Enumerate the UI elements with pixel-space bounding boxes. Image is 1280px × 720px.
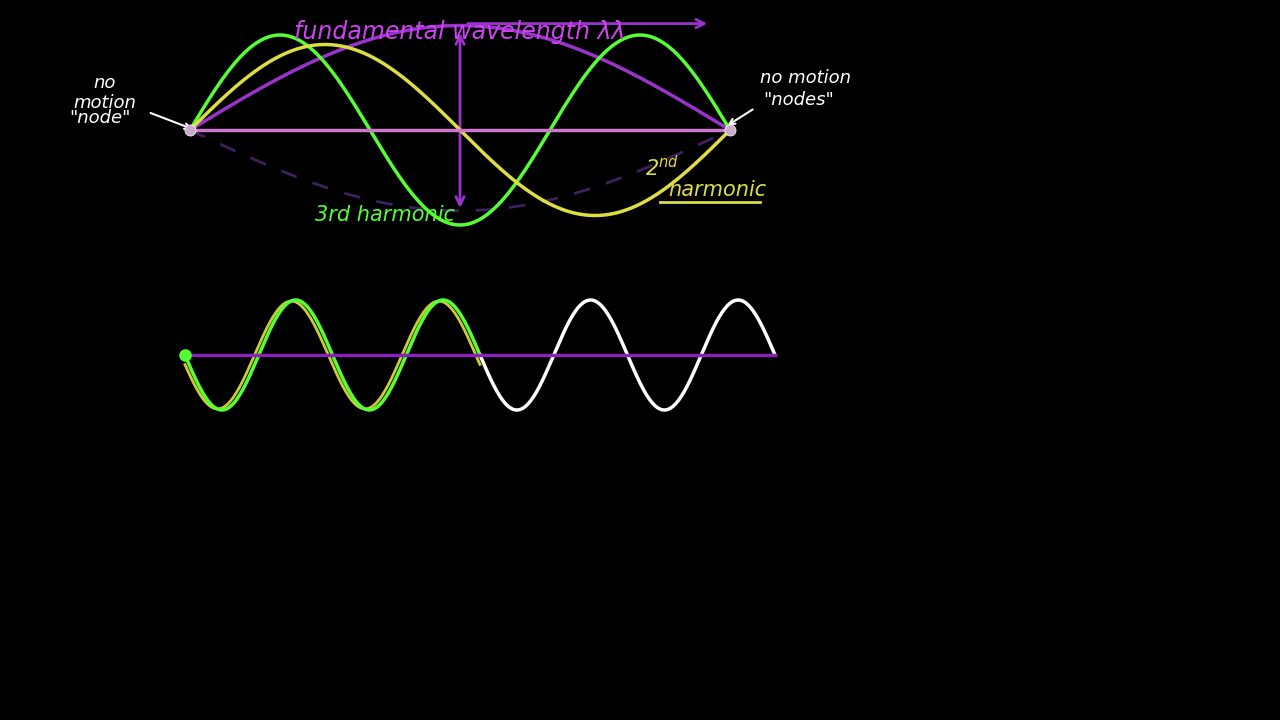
- Text: 2$^{nd}$: 2$^{nd}$: [645, 156, 680, 181]
- Text: fundamental wavelength λλ: fundamental wavelength λλ: [294, 20, 626, 44]
- Text: "node": "node": [69, 109, 131, 127]
- Text: no
motion: no motion: [73, 73, 137, 112]
- Text: harmonic: harmonic: [668, 180, 767, 200]
- Text: 3rd harmonic: 3rd harmonic: [315, 205, 454, 225]
- Text: no motion: no motion: [760, 69, 851, 87]
- Text: "nodes": "nodes": [763, 91, 833, 109]
